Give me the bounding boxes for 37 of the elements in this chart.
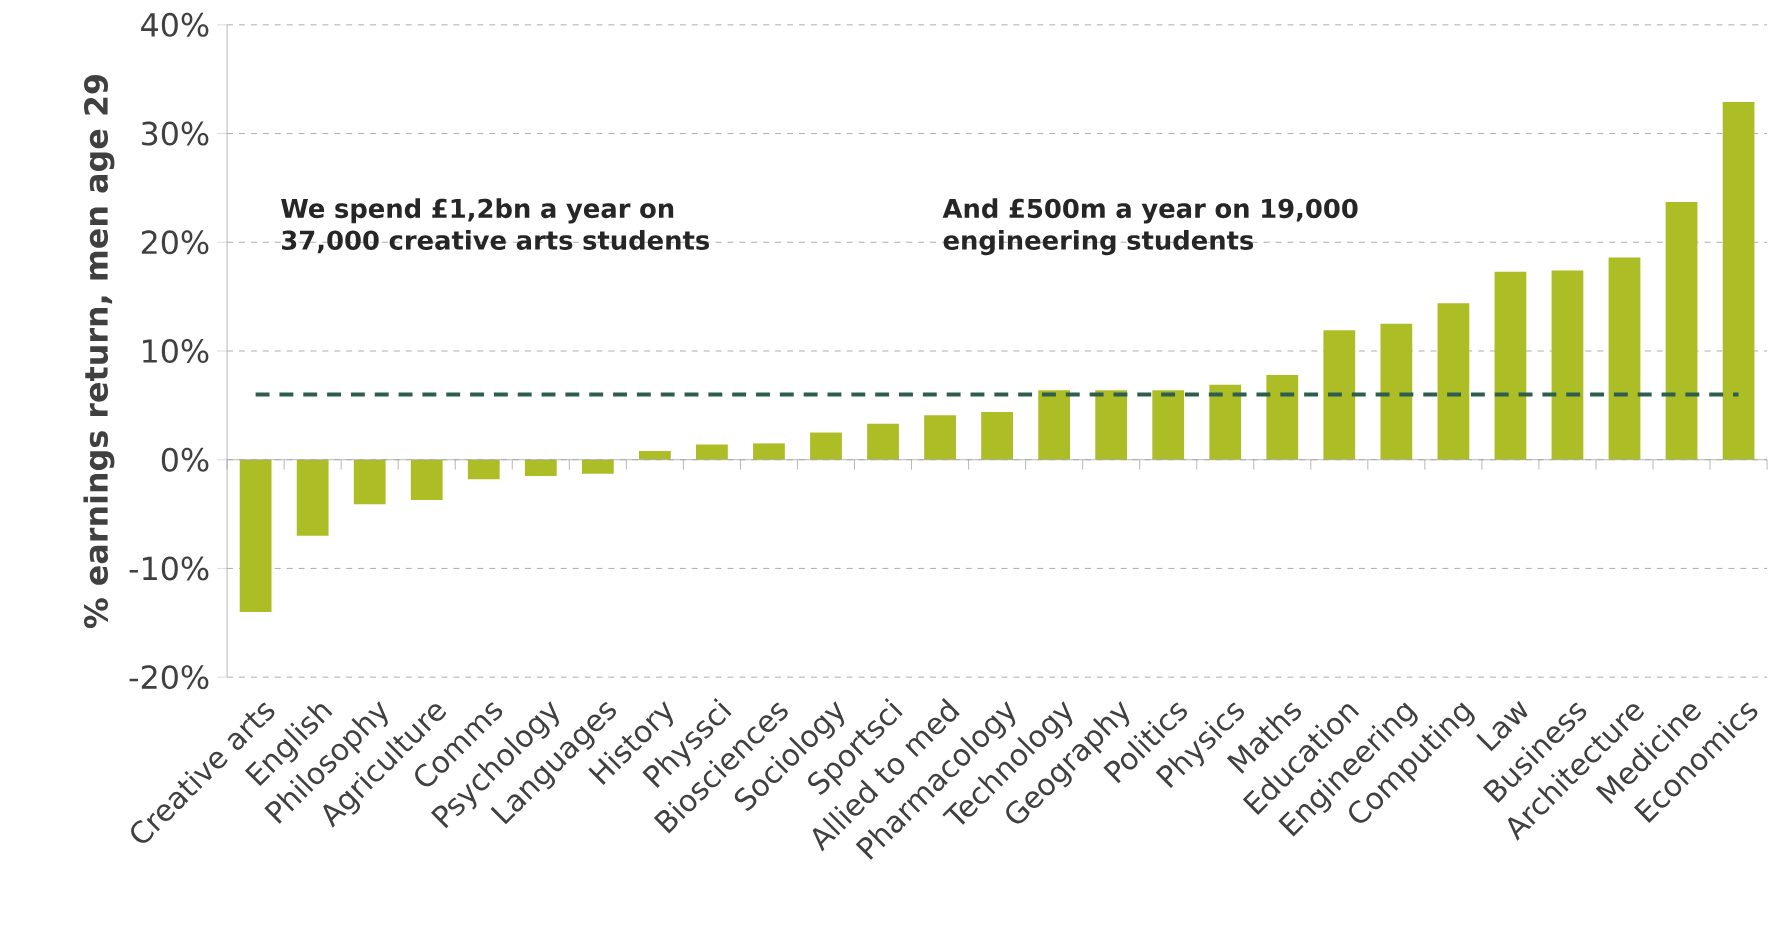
bar — [524, 459, 557, 476]
bar — [867, 423, 899, 460]
y-tick-label: 20% — [141, 230, 209, 255]
y-tick-label: -20% — [129, 664, 209, 689]
bar — [581, 459, 614, 474]
bar — [1494, 271, 1527, 460]
bar — [1095, 389, 1128, 460]
bar — [1266, 374, 1299, 460]
y-tick-label: -10% — [129, 556, 209, 581]
bar — [1722, 101, 1755, 460]
bar — [239, 459, 272, 612]
bar — [1437, 302, 1470, 460]
y-tick-label: 0% — [161, 447, 209, 472]
bar — [1608, 257, 1641, 460]
bar — [753, 443, 785, 460]
bar — [1209, 384, 1242, 460]
y-tick-label: 30% — [141, 121, 209, 146]
bar — [1380, 323, 1413, 460]
annotation: We spend £1,2bn a year on 37,000 creative arts students — [281, 198, 710, 254]
y-tick-label: 40% — [141, 12, 209, 37]
bar — [696, 444, 728, 460]
bar — [638, 450, 671, 460]
bar — [1323, 330, 1356, 460]
bar — [410, 459, 443, 500]
bar — [810, 432, 842, 460]
bar — [981, 411, 1013, 460]
y-tick-label: 10% — [143, 338, 209, 363]
annotation: And £500m a year on 19,000 engineering students — [942, 198, 1358, 255]
bar — [1551, 270, 1584, 460]
bar — [1665, 201, 1698, 460]
bar — [296, 459, 329, 536]
bar — [1038, 389, 1071, 460]
y-axis-title: % earnings return, men age 29 — [83, 74, 115, 628]
bar — [1152, 389, 1185, 460]
bar — [353, 459, 386, 505]
bar — [467, 459, 500, 480]
bar — [924, 414, 956, 460]
